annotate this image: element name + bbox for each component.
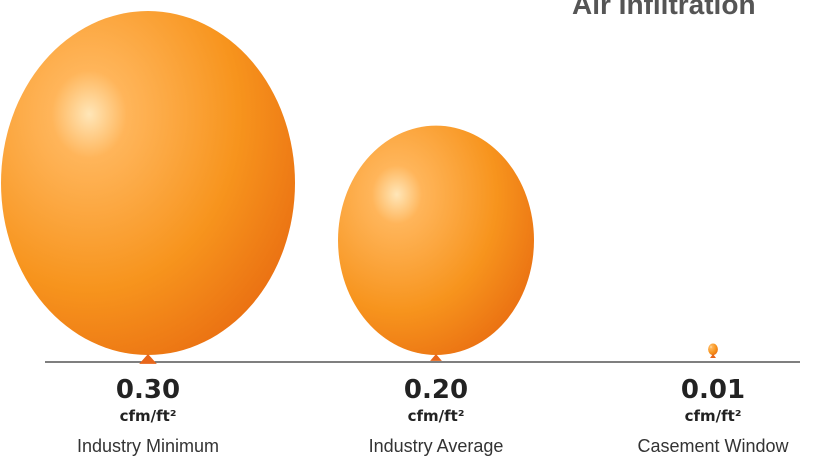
balloon-knot (710, 354, 716, 358)
balloon-knot (139, 354, 157, 364)
balloon (1, 11, 295, 364)
chart: Air Infiltration 0.30 cfm/ft² Industry Min… (0, 0, 826, 465)
category-label: Industry Average (369, 436, 504, 456)
balloon-body (1, 11, 295, 355)
chart-title: Air Infiltration (572, 0, 756, 20)
category-label: Casement Window (637, 436, 789, 456)
unit-label: cfm/ft² (685, 407, 742, 425)
balloon-knot (430, 354, 442, 361)
value-label: 0.20 (404, 375, 468, 405)
unit-label: cfm/ft² (408, 407, 465, 425)
unit-label: cfm/ft² (120, 407, 177, 425)
balloon-body (708, 344, 718, 355)
value-label: 0.01 (681, 375, 745, 405)
value-label: 0.30 (116, 375, 180, 405)
balloon-body (338, 126, 534, 355)
balloon (338, 126, 534, 361)
balloon (708, 344, 718, 358)
category-label: Industry Minimum (77, 436, 219, 456)
